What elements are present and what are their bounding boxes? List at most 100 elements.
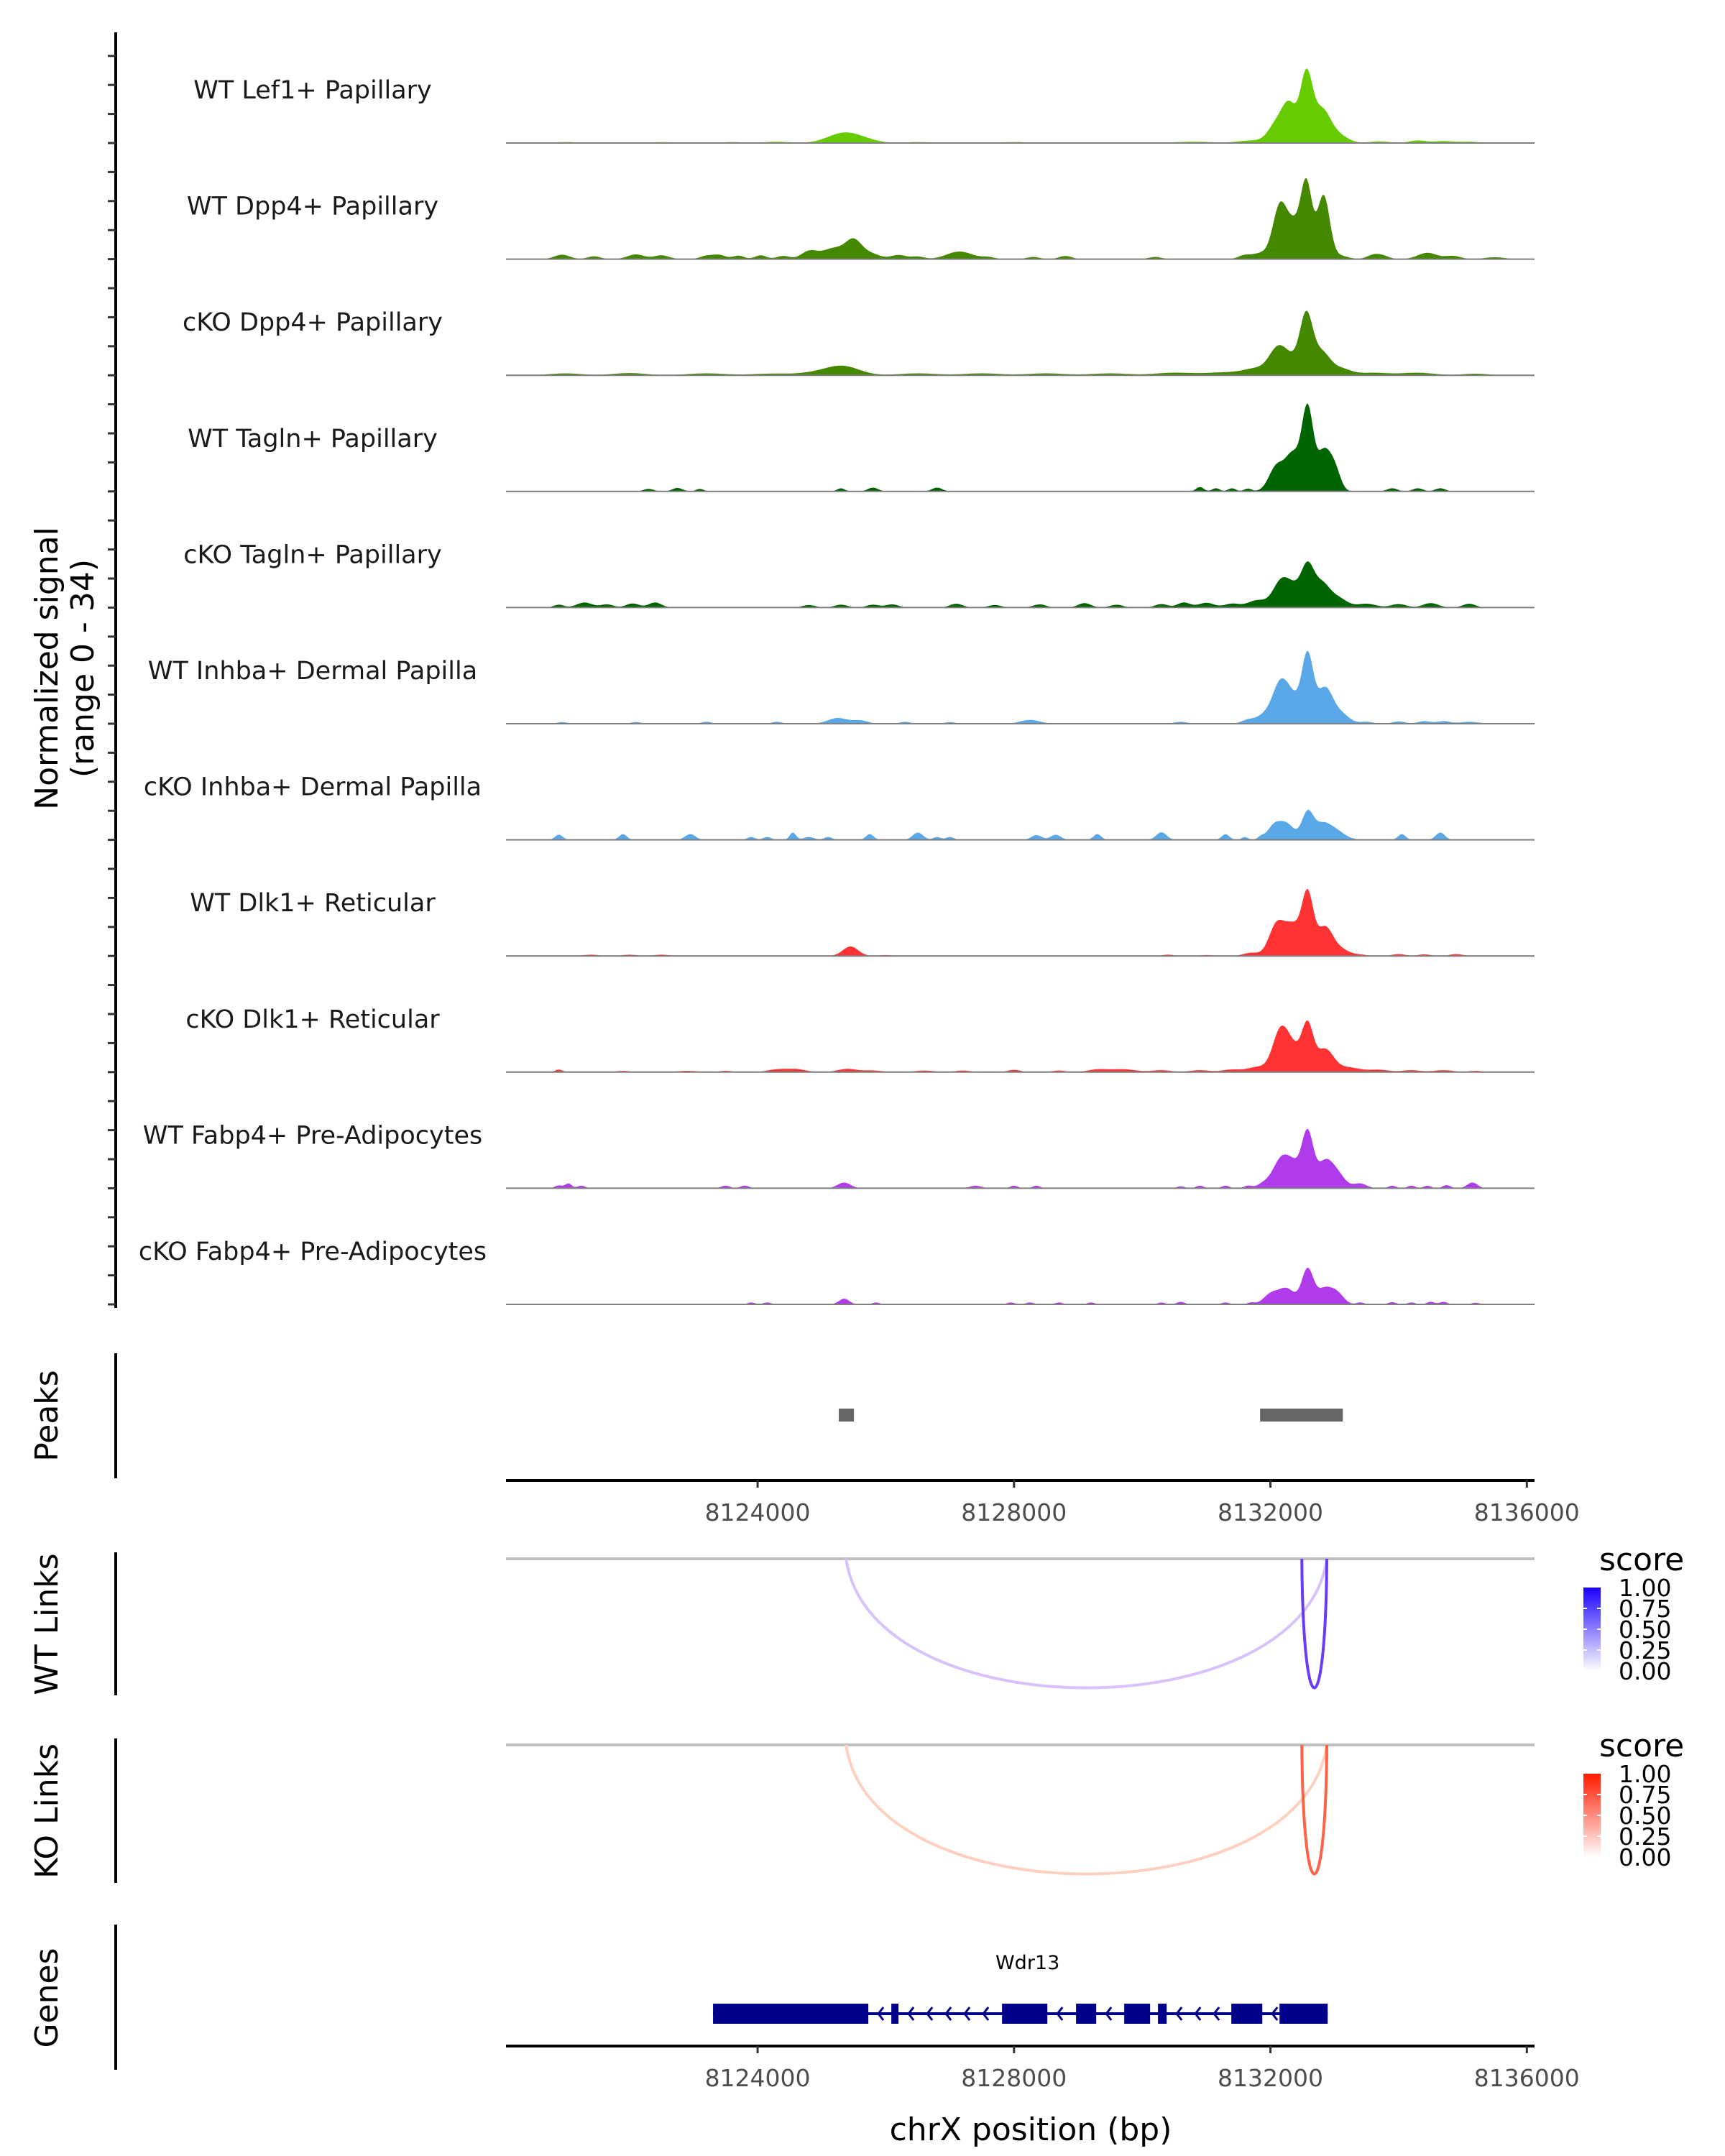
wt-links-track-label: WT Links xyxy=(29,1553,65,1695)
track-label: cKO Dlk1+ Reticular xyxy=(185,1005,440,1034)
gene-exon xyxy=(713,2004,869,2024)
track-label: cKO Fabp4+ Pre-Adipocytes xyxy=(139,1238,487,1266)
signal-area xyxy=(506,809,1535,840)
legend-tick-label: 1.00 xyxy=(1619,1574,1671,1602)
coverage-track: WT Tagln+ Papillary xyxy=(188,403,1535,492)
x-tick-label: 8136000 xyxy=(1474,1498,1580,1526)
x-axis-title: chrX position (bp) xyxy=(890,2111,1172,2148)
coverage-track: cKO Inhba+ Dermal Papilla xyxy=(144,773,1535,841)
peak-region xyxy=(839,1409,855,1422)
x-tick-label: 8124000 xyxy=(705,1498,811,1526)
coverage-track: WT Inhba+ Dermal Papilla xyxy=(148,651,1535,724)
coverage-y-axis-title-line2: (range 0 - 34) xyxy=(65,559,101,778)
strand-arrow xyxy=(877,2007,885,2021)
strand-arrow xyxy=(963,2007,971,2021)
strand-arrow xyxy=(1194,2007,1202,2021)
link-arc xyxy=(1300,1558,1329,1690)
track-label: WT Dlk1+ Reticular xyxy=(190,889,436,918)
signal-area xyxy=(506,403,1535,492)
gene-exon xyxy=(1231,2004,1263,2024)
ko-links-track-label: KO Links xyxy=(29,1743,65,1879)
coverage-track: WT Fabp4+ Pre-Adipocytes xyxy=(143,1121,1535,1189)
signal-area xyxy=(506,1267,1535,1304)
gene-name-label: Wdr13 xyxy=(995,1952,1059,1974)
coverage-track: cKO Dlk1+ Reticular xyxy=(185,1005,1535,1073)
gene-exon xyxy=(1279,2004,1328,2024)
track-label: WT Tagln+ Papillary xyxy=(188,425,438,453)
genes-track-label: Genes xyxy=(29,1948,65,2047)
gene-exon xyxy=(891,2004,899,2024)
signal-area xyxy=(506,310,1535,376)
track-label: WT Fabp4+ Pre-Adipocytes xyxy=(143,1121,482,1150)
gene-exon xyxy=(1076,2004,1097,2024)
coverage-panel: Normalized signal (range 0 - 34) WT Lef1… xyxy=(29,32,1535,1308)
link-arc xyxy=(1300,1744,1329,1876)
track-label: cKO Dpp4+ Papillary xyxy=(183,308,443,337)
legend-tick-label: 0.50 xyxy=(1619,1616,1671,1644)
legend-tick-label: 0.00 xyxy=(1619,1843,1671,1871)
strand-arrow xyxy=(1056,2007,1064,2021)
legend-tick-label: 1.00 xyxy=(1619,1760,1671,1788)
peaks-panel: Peaks 8124000 8128000 8132000 8136000 xyxy=(29,1353,1580,1526)
coverage-track: cKO Tagln+ Papillary xyxy=(183,540,1535,609)
legend-tick-label: 0.75 xyxy=(1619,1781,1671,1809)
track-label: WT Lef1+ Papillary xyxy=(193,76,432,105)
x-tick-label: 8132000 xyxy=(1218,1498,1323,1526)
strand-arrow xyxy=(944,2007,952,2021)
coverage-track: WT Dlk1+ Reticular xyxy=(190,889,1535,957)
strand-arrow xyxy=(907,2007,915,2021)
signal-area xyxy=(506,1128,1535,1189)
link-arc xyxy=(845,1558,1329,1690)
legend-tick-label: 0.75 xyxy=(1619,1595,1671,1623)
signal-area xyxy=(506,178,1535,259)
signal-area xyxy=(506,1020,1535,1072)
genes-panel: Genes Wdr13 8124000 8128000 8132000 8136000… xyxy=(29,1925,1580,2148)
legend-tick-label: 0.00 xyxy=(1619,1657,1671,1685)
legend-tick-label: 0.50 xyxy=(1619,1802,1671,1830)
coverage-track: WT Dpp4+ Papillary xyxy=(187,178,1535,260)
x-axis-bottom: 8124000 8128000 8132000 8136000 xyxy=(506,2045,1580,2092)
track-label: WT Dpp4+ Papillary xyxy=(187,193,438,221)
signal-area xyxy=(506,68,1535,143)
x-axis-top: 8124000 8128000 8132000 8136000 xyxy=(506,1479,1580,1526)
gene-model: Wdr13 xyxy=(713,1952,1328,2024)
x-tick-label: 8136000 xyxy=(1474,2064,1580,2092)
ko-link-arcs xyxy=(506,1743,1535,1876)
x-tick-label: 8132000 xyxy=(1218,2064,1323,2092)
strand-arrow xyxy=(1105,2007,1113,2021)
coverage-tracks: WT Lef1+ Papillary WT Dpp4+ Papillary cKO … xyxy=(139,68,1535,1305)
legend-tick-label: 0.25 xyxy=(1619,1823,1671,1851)
track-label: cKO Inhba+ Dermal Papilla xyxy=(144,773,482,802)
legend-title: score xyxy=(1599,1728,1684,1764)
strand-arrow xyxy=(926,2007,934,2021)
legend-tick-label: 0.25 xyxy=(1619,1636,1671,1664)
coverage-track: cKO Fabp4+ Pre-Adipocytes xyxy=(139,1238,1535,1305)
coverage-y-ticks xyxy=(108,55,116,1306)
coverage-y-axis-title-line1: Normalized signal xyxy=(29,527,65,810)
gene-exon xyxy=(1002,2004,1048,2024)
strand-arrow xyxy=(982,2007,990,2021)
strand-arrow xyxy=(1175,2007,1183,2021)
coverage-track: WT Lef1+ Papillary xyxy=(193,68,1535,144)
peaks-track-label: Peaks xyxy=(29,1370,65,1461)
gene-models: Wdr13 xyxy=(713,1952,1328,2024)
peak-regions xyxy=(839,1409,1343,1422)
x-tick-label: 8128000 xyxy=(961,2064,1067,2092)
link-arc xyxy=(845,1744,1329,1876)
coverage-track: cKO Dpp4+ Papillary xyxy=(183,308,1535,377)
peak-region xyxy=(1260,1409,1343,1422)
signal-area xyxy=(506,561,1535,608)
legend-title: score xyxy=(1599,1542,1684,1578)
x-tick-label: 8124000 xyxy=(705,2064,811,2092)
gene-exon xyxy=(1158,2004,1167,2024)
wt-link-arcs xyxy=(506,1557,1535,1690)
strand-arrow xyxy=(1213,2007,1220,2021)
signal-area xyxy=(506,651,1535,724)
gene-exon xyxy=(1124,2004,1151,2024)
track-label: WT Inhba+ Dermal Papilla xyxy=(148,657,477,686)
